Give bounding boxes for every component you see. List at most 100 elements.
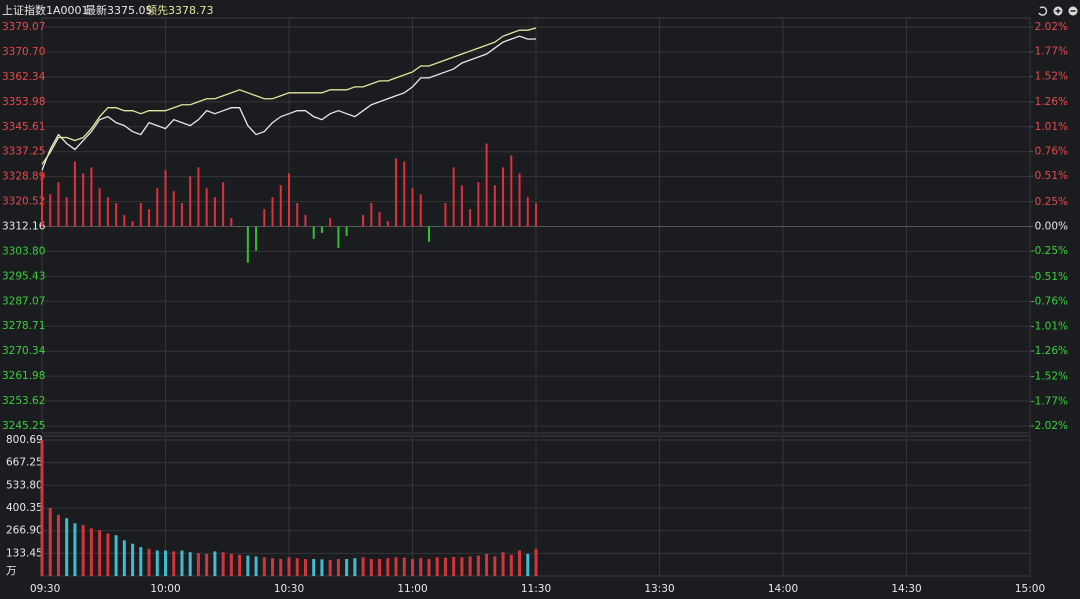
x-tick-label: 11:30 [521,583,551,595]
y-tick-label: 3303.80 [2,245,45,257]
y-tick-label: 3253.62 [2,395,45,407]
volume-bar [435,557,439,576]
y-tick-label: 3245.25 [2,420,45,432]
volume-bar [476,555,480,576]
volume-bar [262,557,266,576]
volume-tick-label: 133.45 [6,547,43,559]
volume-tick-label: 万 [6,565,17,577]
y2-tick-label: -1.77% [1031,395,1068,407]
y-tick-label: 3295.43 [2,270,45,282]
y-tick-label: 3287.07 [2,295,45,307]
volume-bar [369,559,373,576]
volume-bar [353,558,357,576]
volume-bar [238,554,242,576]
y2-tick-label: 1.26% [1035,96,1068,108]
y-tick-label: 3362.34 [2,71,46,83]
volume-bar [518,550,522,576]
volume-bar [246,555,250,576]
toolbar [1038,6,1078,16]
y2-tick-label: 1.77% [1035,46,1068,58]
volume-bar [180,550,184,576]
volume-bar [427,559,431,576]
volume-bar [139,547,143,576]
x-tick-label: 11:00 [397,583,427,595]
volume-tick-label: 533.80 [6,479,43,491]
volume-bar [526,553,530,576]
volume-bar [509,554,513,576]
volume-bar [271,558,275,576]
y-tick-label: 3261.98 [2,370,45,382]
x-tick-label: 15:00 [1015,583,1045,595]
volume-bar [402,557,406,576]
y-tick-label: 3312.16 [2,221,46,233]
y-tick-label: 3353.98 [2,96,45,108]
y2-tick-label: -1.26% [1031,345,1068,357]
volume-bar [114,535,118,576]
volume-bar [122,540,126,576]
volume-bar [328,559,332,576]
x-tick-label: 13:30 [644,583,674,595]
volume-bar [468,556,472,576]
volume-bar [501,552,505,576]
y2-tick-label: 1.01% [1035,121,1068,133]
y2-tick-label: -0.76% [1031,296,1068,308]
reset-icon[interactable] [1038,6,1048,16]
x-tick-label: 09:30 [30,583,60,595]
y2-tick-label: -0.51% [1031,271,1068,283]
y-tick-label: 3328.89 [2,171,45,183]
y2-tick-label: -2.02% [1031,420,1068,432]
volume-bar [131,543,135,576]
volume-bar [164,550,167,576]
y2-tick-label: -1.52% [1031,371,1068,383]
volume-bar [196,553,200,576]
volume-bar [40,440,44,576]
y2-tick-label: -0.25% [1031,245,1068,257]
y-tick-label: 3370.70 [2,46,45,58]
y2-tick-label: 0.00% [1035,221,1068,233]
volume-bar [81,525,85,576]
lead-price: 领先3378.73 [146,4,214,17]
volume-bar [73,523,77,576]
volume-bar [221,552,225,576]
y2-tick-label: -1.01% [1031,320,1068,332]
volume-bar [443,557,447,576]
volume-bar [56,514,60,576]
volume-bar [336,559,340,576]
index-name: 上证指数 [2,3,46,17]
volume-bar [312,559,316,576]
volume-bar [65,518,69,576]
volume-bar [303,559,307,576]
volume-bar [485,553,489,576]
volume-bar [48,508,52,576]
x-tick-label: 10:30 [274,583,304,595]
volume-bar [493,556,497,576]
volume-bar [89,528,93,576]
volume-bar [188,552,192,576]
volume-bar [287,557,291,576]
volume-bar [205,553,209,576]
y-tick-label: 3379.07 [2,21,45,33]
price-line [41,27,537,165]
y-tick-label: 3278.71 [2,320,45,332]
volume-bar [386,558,390,576]
volume-bar [279,559,283,576]
volume-bar [460,557,464,576]
volume-bar [213,551,217,576]
volume-bar [361,557,365,576]
volume-tick-label: 800.69 [6,434,43,446]
volume-bar [254,556,258,576]
volume-bar [452,556,456,576]
y2-tick-label: 0.76% [1035,145,1068,157]
volume-bar [229,553,233,576]
y2-tick-label: 2.02% [1035,21,1068,33]
volume-bar [155,550,159,576]
volume-bar [534,548,538,576]
volume-tick-label: 667.25 [6,457,43,469]
volume-bar [345,559,349,576]
icon-glyphs [1055,8,1076,14]
y2-tick-label: 0.25% [1035,196,1068,208]
volume-bar [394,557,398,576]
